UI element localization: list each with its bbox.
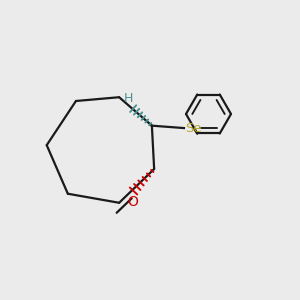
- Text: O: O: [128, 195, 139, 209]
- Text: H: H: [124, 92, 133, 105]
- Text: Se: Se: [185, 122, 202, 135]
